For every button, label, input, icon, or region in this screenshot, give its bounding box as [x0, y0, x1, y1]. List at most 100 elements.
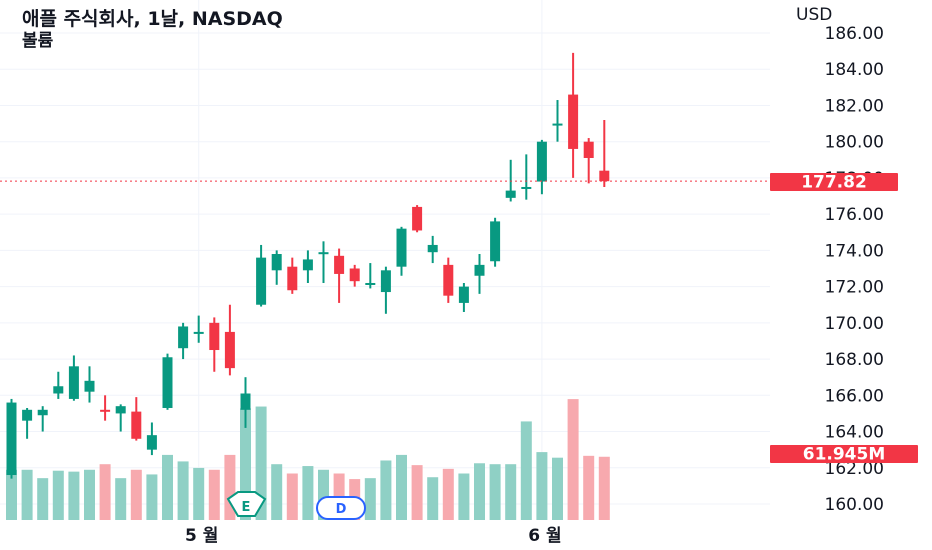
- candle-body: [209, 322, 220, 351]
- volume-bar: [130, 469, 142, 520]
- price-tick-label: 180.00: [825, 133, 884, 153]
- volume-bar: [302, 466, 314, 520]
- volume-bar: [37, 478, 49, 520]
- volume-bar: [255, 406, 267, 520]
- candle-body: [490, 221, 501, 262]
- candle-body: [505, 190, 516, 198]
- candle-body: [22, 409, 33, 421]
- candle-body: [396, 228, 407, 267]
- volume-bar: [21, 469, 33, 520]
- candle-body: [224, 331, 235, 369]
- candle-body: [365, 282, 376, 285]
- volume-bar: [411, 465, 423, 520]
- volume-bar: [505, 464, 517, 520]
- grid-lines: [0, 0, 770, 520]
- volume-bar: [567, 399, 579, 520]
- volume-bar: [68, 471, 80, 520]
- price-tick-label: 164.00: [825, 423, 884, 443]
- volume-bar: [286, 473, 298, 520]
- volume-bar: [318, 469, 329, 520]
- candle-body: [583, 141, 594, 158]
- volume-bar: [84, 469, 95, 520]
- candle-body: [443, 264, 454, 296]
- volume-bars: [6, 399, 610, 520]
- candle-body: [256, 257, 267, 305]
- volume-bar: [146, 474, 158, 520]
- candle-body: [178, 326, 189, 349]
- time-tick-label: 6 월: [528, 526, 561, 546]
- volume-bar: [427, 477, 439, 520]
- candle-body: [162, 357, 173, 408]
- earnings-label: E: [242, 500, 251, 515]
- candle-body: [318, 252, 329, 255]
- volume-bar: [474, 463, 485, 520]
- symbol-title: 애플 주식회사, 1날, NASDAQ: [22, 8, 283, 30]
- volume-bar: [598, 456, 610, 520]
- candle-body: [552, 123, 563, 126]
- candle-body: [458, 286, 469, 303]
- last-price-badge: 177.82: [770, 173, 898, 193]
- price-tick-label: 174.00: [825, 241, 884, 261]
- volume-bar: [208, 469, 220, 520]
- volume-bar: [240, 408, 251, 520]
- price-tick-label: 172.00: [825, 278, 884, 298]
- candle-body: [37, 409, 48, 416]
- candle-body: [568, 94, 579, 149]
- candle-body: [521, 186, 532, 189]
- volume-bar: [489, 464, 501, 520]
- volume-bar: [520, 421, 532, 520]
- price-axis[interactable]: USD 160.00 162.00 164.00 166.00 168.00 170.00…: [796, 5, 884, 515]
- volume-badge: 61.945M: [770, 445, 918, 465]
- candle-body: [6, 402, 17, 476]
- volume-bar: [583, 455, 595, 520]
- candle-body: [349, 268, 360, 282]
- dividend-icon: [316, 496, 366, 520]
- chart-legend: 애플 주식회사, 1날, NASDAQ 볼륨: [22, 8, 283, 52]
- volume-bar: [162, 454, 173, 520]
- candle-body: [474, 264, 485, 276]
- price-tick-label: 170.00: [825, 314, 884, 334]
- candle-body: [131, 411, 142, 439]
- candle-body: [302, 259, 313, 271]
- dividend-label: D: [336, 502, 347, 517]
- volume-bar: [396, 454, 407, 520]
- candle-body: [193, 331, 204, 334]
- candle-body: [271, 254, 282, 271]
- price-tick-label: 166.00: [825, 386, 884, 406]
- price-tick-label: 182.00: [825, 96, 884, 116]
- price-tick-label: 186.00: [825, 24, 884, 44]
- volume-bar: [458, 473, 470, 520]
- price-tick-label: 160.00: [825, 495, 884, 515]
- candle-body: [334, 255, 345, 274]
- last-volume-value: 61.945M: [803, 445, 886, 465]
- volume-bar: [224, 454, 236, 520]
- candle-body: [536, 141, 547, 182]
- earnings-icon: [226, 491, 267, 517]
- candle-body: [146, 435, 157, 450]
- earnings-marker: E: [226, 491, 267, 517]
- volume-bar: [442, 468, 454, 520]
- candle-body: [84, 380, 95, 392]
- volume-bar: [193, 467, 205, 520]
- volume-bar: [6, 469, 17, 520]
- candle-body: [240, 393, 251, 410]
- volume-indicator-label[interactable]: 볼륨: [22, 31, 54, 51]
- candle-body: [68, 366, 79, 399]
- candle-body: [380, 270, 391, 293]
- candle-body: [427, 244, 438, 253]
- volume-bar: [115, 478, 127, 520]
- currency-label: USD: [796, 5, 832, 25]
- time-axis[interactable]: 5 월 6 월: [185, 526, 562, 546]
- volume-bar: [380, 460, 392, 520]
- last-price-value: 177.82: [801, 173, 867, 193]
- candle-body: [53, 386, 64, 394]
- candle-body: [599, 170, 610, 182]
- time-tick-label: 5 월: [185, 526, 218, 546]
- volume-bar: [271, 464, 283, 520]
- price-tick-label: 184.00: [825, 60, 884, 80]
- volume-bar: [552, 457, 563, 520]
- candle-body: [287, 266, 298, 291]
- price-tick-label: 162.00: [825, 459, 884, 479]
